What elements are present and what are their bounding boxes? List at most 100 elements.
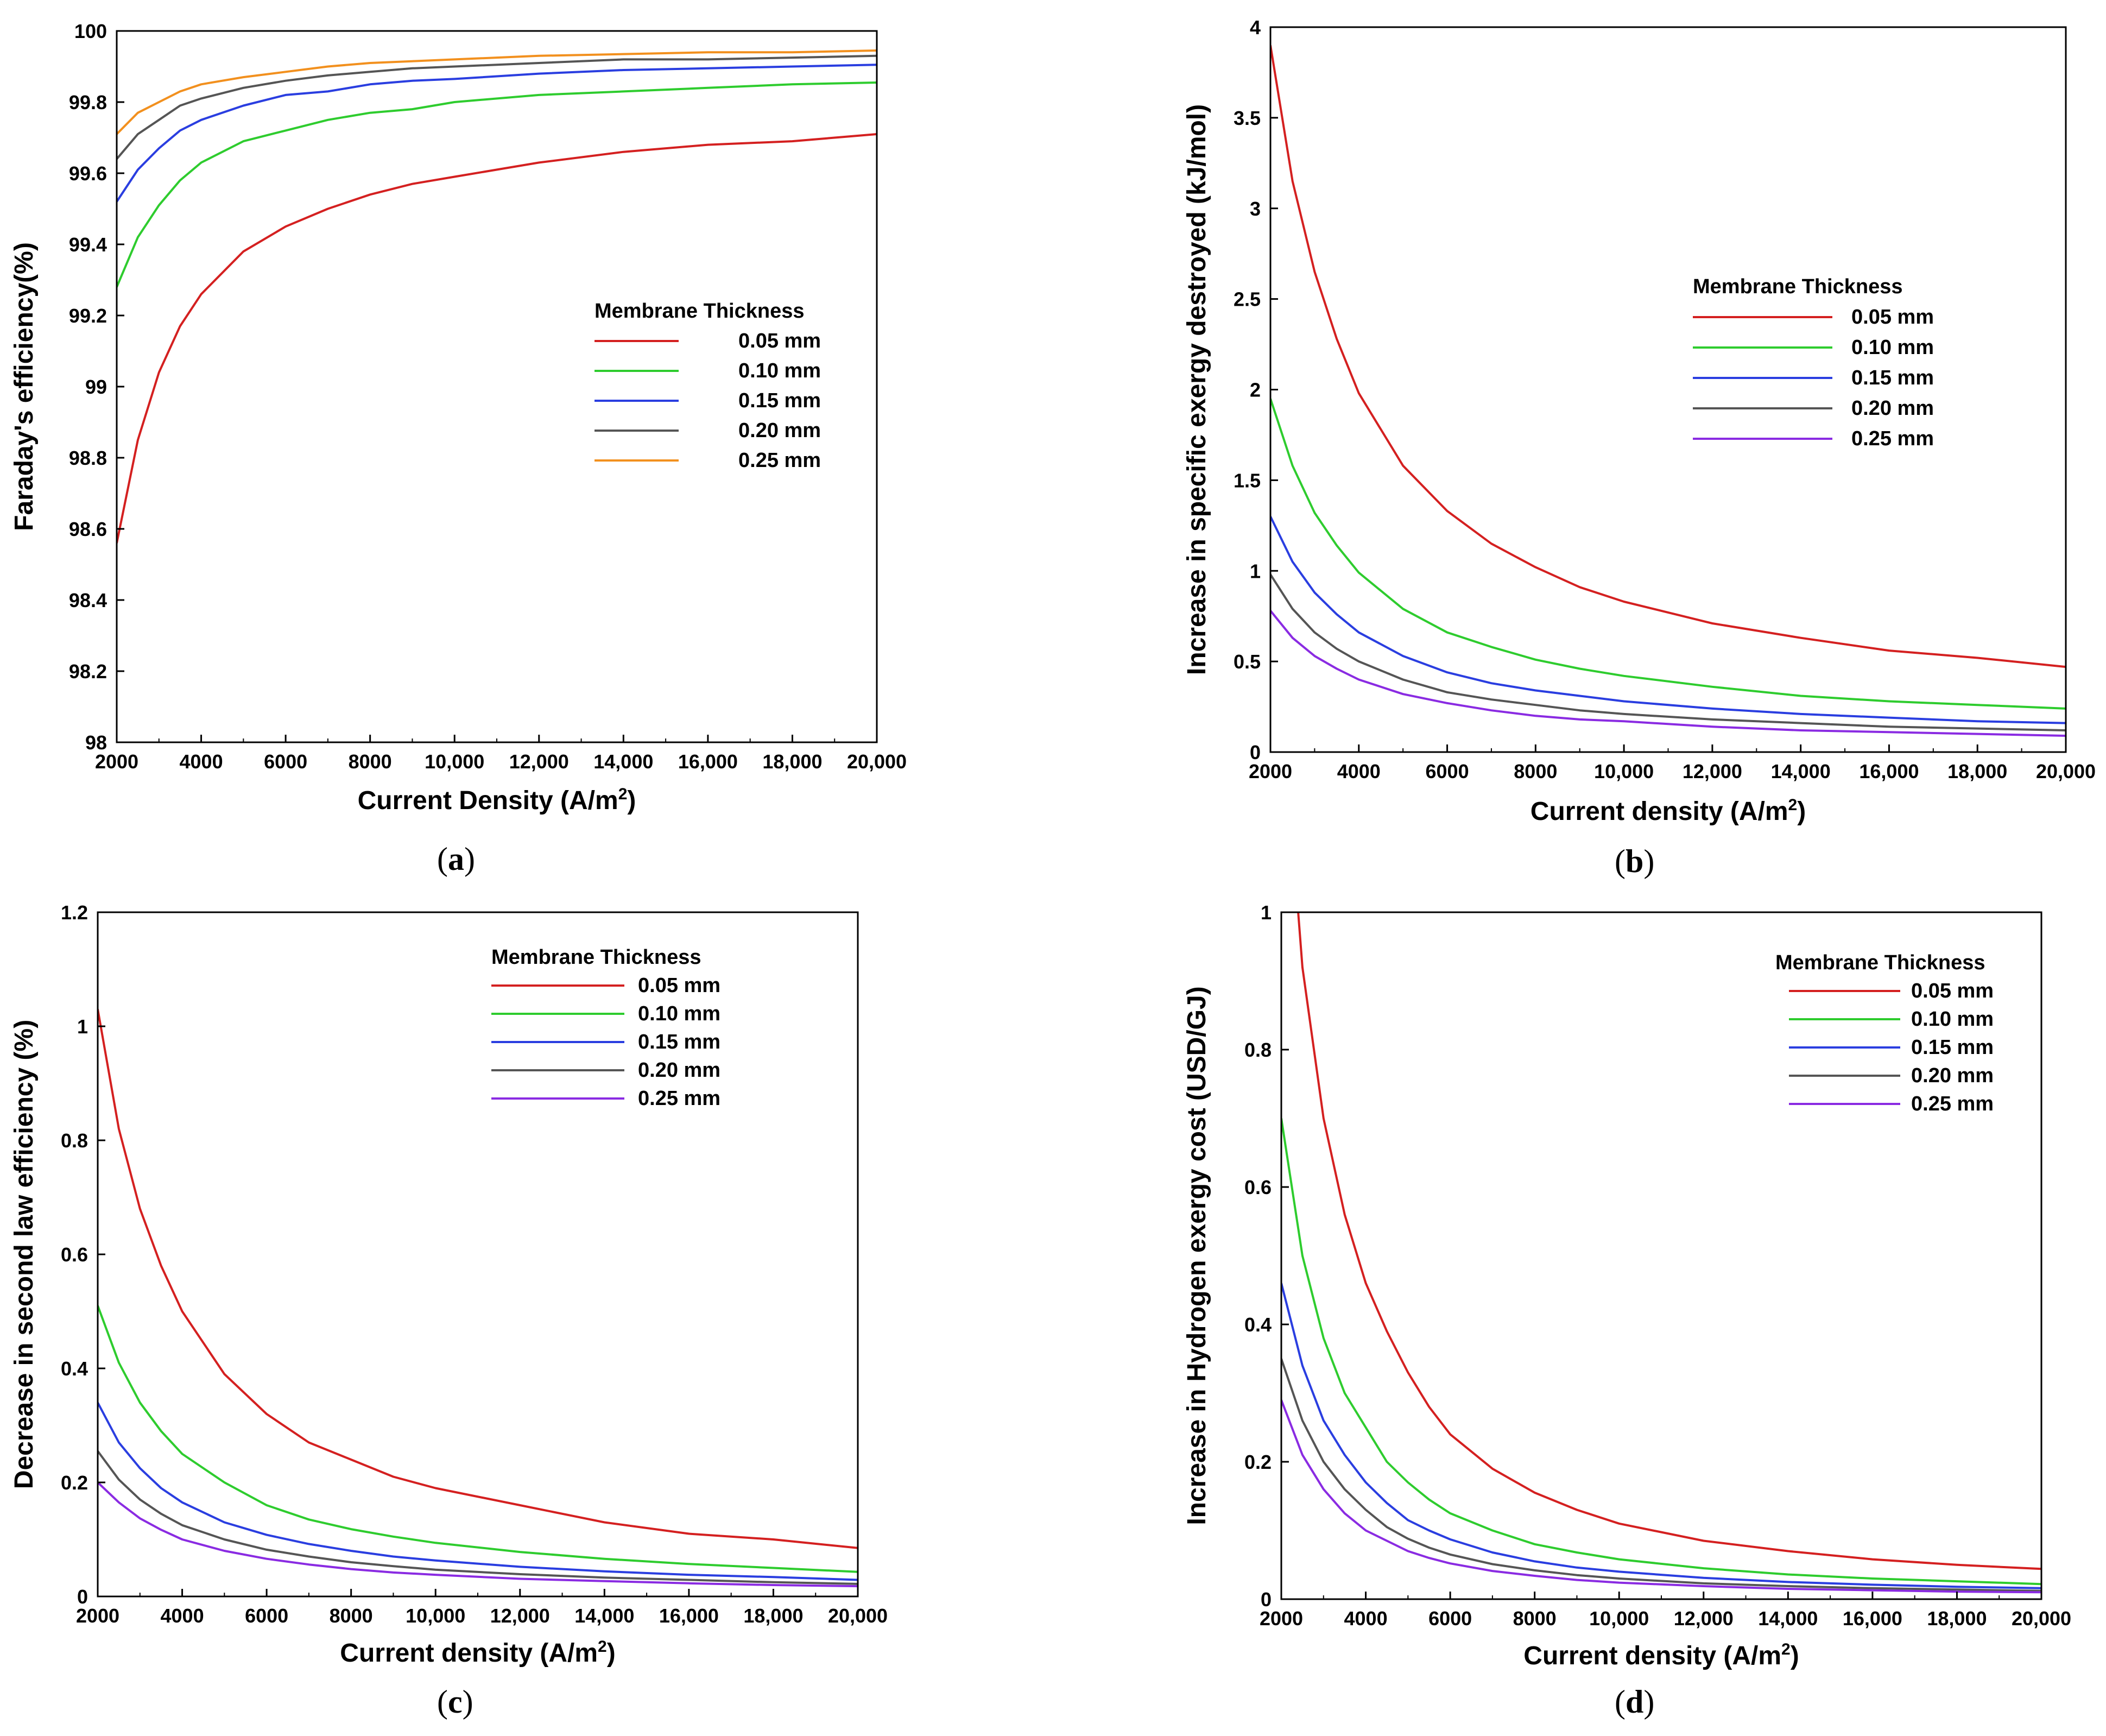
chart-c-xlabel: Current density (A/m2) (340, 1638, 615, 1668)
chart-c-series-015mm (98, 1402, 858, 1581)
chart-d-series-020mm (1281, 1358, 2041, 1592)
chart-c-xtick-label: 4000 (161, 1605, 204, 1627)
caption-c: (c) (437, 1684, 473, 1720)
chart-a-ylabel: Faraday's efficiency(%) (10, 242, 39, 531)
chart-d-xtick-label: 6000 (1428, 1607, 1472, 1630)
chart-c-xtick-label: 16,000 (659, 1605, 719, 1627)
chart-c-ytick-label: 0.8 (61, 1129, 88, 1152)
chart-b-series-010mm (1270, 398, 2066, 710)
chart-b-xlabel: Current density (A/m2) (1531, 796, 1806, 826)
chart-b-xtick-label: 6000 (1426, 760, 1469, 782)
chart-b-xtick-label: 16,000 (1859, 760, 1919, 782)
chart-c-series-010mm (98, 1305, 858, 1573)
chart-c-ytick-label: 1 (77, 1015, 88, 1038)
chart-d-xtick-label: 14,000 (1758, 1607, 1818, 1630)
chart-d-svg: 2000 4000 6000 8000 10,000 12,000 14,000 16,000… (1182, 901, 2071, 1670)
chart-a-xlabel: Current Density (A/m2) (358, 785, 636, 815)
chart-b-legend-label: 0.25 mm (1851, 427, 1934, 450)
chart-panel-a: 2000 4000 6000 8000 10,000 12,000 14,000 16,000… (0, 0, 966, 869)
chart-d-xtick-label: 16,000 (1843, 1607, 1902, 1630)
chart-a-ytick-label: 98.2 (69, 660, 107, 683)
chart-d-legend-label: 0.05 mm (1911, 980, 1994, 1002)
chart-c-ytick-label: 1.2 (61, 901, 88, 924)
chart-b-xtick-label: 18,000 (1947, 760, 2007, 782)
chart-a-series-010mm (117, 81, 877, 288)
chart-a-xtick-label: 20,000 (847, 750, 907, 773)
caption-d: (d) (1615, 1684, 1655, 1720)
chart-b-series-005mm (1270, 45, 2066, 668)
chart-panel-b: 2000 4000 6000 8000 10,000 12,000 14,000 16,000… (1173, 0, 2106, 869)
chart-b-legend-label: 0.10 mm (1851, 336, 1934, 359)
chart-a-legend-label: 0.15 mm (738, 389, 821, 412)
caption-b: (b) (1615, 843, 1655, 879)
chart-b-legend-label: 0.05 mm (1851, 306, 1934, 329)
chart-c-xtick-label: 10,000 (406, 1605, 465, 1627)
chart-a-series-005mm (117, 133, 877, 544)
chart-c-xtick-label: 20,000 (828, 1605, 888, 1627)
chart-d-xtick-label: 4000 (1344, 1607, 1388, 1630)
chart-a-xtick-label: 10,000 (425, 750, 484, 773)
chart-b-legend-label: 0.15 mm (1851, 367, 1934, 389)
chart-a-xtick-label: 18,000 (762, 750, 822, 773)
chart-a-legend-label: 0.10 mm (738, 359, 821, 382)
chart-a-xtick-label: 6000 (264, 750, 307, 773)
chart-a-legend-label: 0.05 mm (738, 330, 821, 352)
chart-c-xtick-label: 8000 (330, 1605, 373, 1627)
chart-a-series-025mm (117, 49, 877, 135)
chart-c-ytick-label: 0.6 (61, 1243, 88, 1266)
chart-d-legend-label: 0.25 mm (1911, 1093, 1994, 1115)
chart-c-svg: 2000 4000 6000 8000 10,000 12,000 14,000 16,000… (10, 901, 888, 1668)
chart-c-xtick-label: 2000 (76, 1605, 119, 1627)
chart-a-ytick-label: 98.8 (69, 447, 107, 469)
chart-b-xtick-label: 20,000 (2036, 760, 2096, 782)
chart-b-ytick-label: 3.5 (1234, 107, 1261, 129)
chart-a-ytick-label: 99.2 (69, 305, 107, 327)
chart-d-series-015mm (1281, 1283, 2041, 1589)
chart-c-legend-title: Membrane Thickness (491, 946, 701, 969)
chart-b-ytick-label: 2 (1250, 379, 1261, 401)
chart-b-series-025mm (1270, 610, 2066, 737)
chart-a-series-015mm (117, 64, 877, 203)
chart-a-legend-label: 0.20 mm (738, 419, 821, 442)
chart-d-ytick-label: 0 (1261, 1588, 1272, 1611)
chart-a-legend-title: Membrane Thickness (595, 300, 804, 323)
chart-b-ytick-label: 4 (1250, 16, 1261, 39)
chart-a-xtick-label: 2000 (95, 750, 138, 773)
chart-b-ytick-label: 0 (1250, 741, 1261, 763)
chart-c-ytick-label: 0.2 (61, 1472, 88, 1494)
chart-d-ytick-label: 0.8 (1244, 1039, 1272, 1061)
chart-b-legend-title: Membrane Thickness (1693, 275, 1902, 298)
chart-a-xtick-label: 8000 (349, 750, 392, 773)
chart-c-series-005mm (98, 1009, 858, 1549)
chart-d-legend-label: 0.10 mm (1911, 1008, 1994, 1031)
chart-c-series-025mm (98, 1481, 858, 1588)
chart-d-ytick-label: 0.6 (1244, 1176, 1272, 1198)
chart-b-ylabel: Increase in specific exergy destroyed (k… (1182, 104, 1211, 675)
chart-b-frame (1269, 26, 2067, 753)
chart-b-xtick-label: 2000 (1249, 760, 1292, 782)
chart-d-series-005mm (1297, 912, 2041, 1570)
chart-c-legend-label: 0.15 mm (638, 1031, 720, 1053)
chart-b-xtick-label: 10,000 (1594, 760, 1654, 782)
chart-a-ytick-label: 98.6 (69, 518, 107, 540)
chart-c-series-020mm (98, 1450, 858, 1585)
chart-b-xtick-label: 4000 (1337, 760, 1381, 782)
chart-b-ytick-label: 1 (1250, 560, 1261, 582)
chart-d-xtick-label: 12,000 (1674, 1607, 1734, 1630)
chart-d-xtick-label: 2000 (1260, 1607, 1303, 1630)
chart-d-legend-label: 0.15 mm (1911, 1036, 1994, 1059)
chart-d-ytick-label: 0.2 (1244, 1451, 1272, 1473)
chart-a-xtick-label: 14,000 (593, 750, 653, 773)
caption-a: (a) (437, 841, 475, 877)
chart-b-series-020mm (1270, 573, 2066, 731)
chart-d-ylabel: Increase in Hydrogen exergy cost (USD/GJ… (1182, 986, 1211, 1525)
chart-d-ytick-label: 0.4 (1244, 1314, 1272, 1336)
chart-b-series-015mm (1270, 516, 2066, 724)
chart-c-legend-label: 0.25 mm (638, 1087, 720, 1110)
chart-a-ytick-label: 98 (85, 731, 107, 754)
chart-d-xtick-label: 20,000 (2012, 1607, 2071, 1630)
chart-c-ytick-label: 0.4 (61, 1358, 88, 1380)
chart-a-ytick-label: 98.4 (69, 589, 107, 611)
chart-b-xtick-label: 8000 (1514, 760, 1557, 782)
chart-a-xtick-label: 16,000 (678, 750, 738, 773)
